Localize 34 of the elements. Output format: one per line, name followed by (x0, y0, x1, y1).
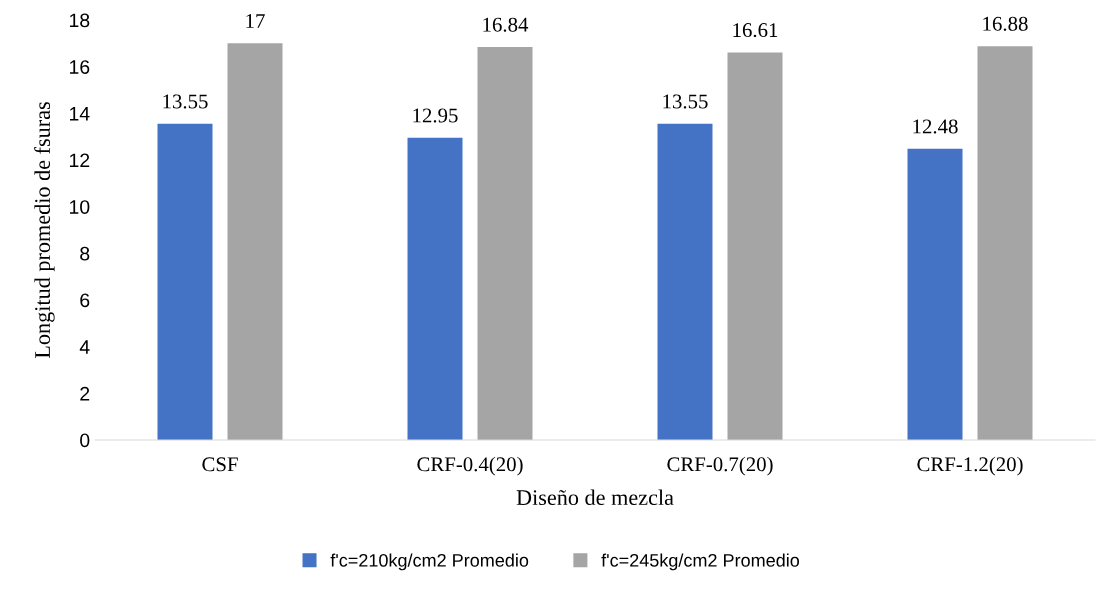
y-tick-label: 16 (70, 60, 90, 74)
legend-label: f'c=210kg/cm2 Promedio (330, 553, 529, 571)
bar (407, 137, 463, 440)
data-label: 17 (246, 14, 265, 28)
x-tick-label: CRF-0.7(20) (667, 456, 773, 476)
legend-label: f'c=245kg/cm2 Promedio (601, 553, 800, 571)
data-label: 13.55 (163, 94, 208, 109)
bar (977, 46, 1033, 440)
y-tick-label: 4 (79, 340, 90, 354)
y-tick-label: 10 (70, 200, 90, 214)
y-tick-label: 0 (80, 433, 90, 448)
y-tick-label: 2 (80, 386, 90, 401)
bar (227, 43, 283, 440)
data-label: 16.88 (983, 16, 1028, 31)
bar (657, 123, 713, 440)
y-tick-label: 8 (80, 246, 90, 261)
bar (907, 148, 963, 440)
y-tick-label: 6 (80, 293, 90, 308)
x-axis-title: Diseño de mezcla (516, 489, 674, 506)
y-tick-label: 12 (70, 153, 90, 168)
y-tick-label: 18 (70, 13, 90, 28)
bar (727, 52, 783, 440)
x-tick-label: CRF-0.4(20) (417, 456, 523, 476)
x-tick-label: CRF-1.2(20) (917, 456, 1023, 476)
data-label: 16.84 (483, 17, 529, 32)
data-label: 16.61 (733, 23, 778, 38)
data-label: 12.48 (913, 119, 958, 134)
y-axis-title: Longitud promedio de fsuras (34, 102, 55, 359)
y-tick-label: 14 (70, 107, 90, 121)
x-tick-label: CSF (202, 457, 238, 472)
data-label: 12.95 (413, 108, 458, 123)
data-label: 13.55 (663, 94, 708, 109)
bar (477, 47, 533, 440)
bar (157, 123, 213, 440)
